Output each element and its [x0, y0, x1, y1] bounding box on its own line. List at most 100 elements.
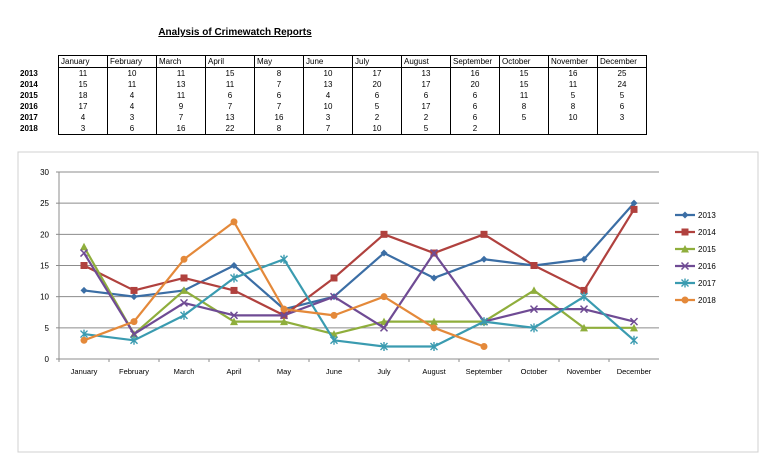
y-tick-label: 0 [45, 355, 50, 364]
data-point [329, 292, 339, 301]
data-point [80, 242, 88, 251]
data-point [429, 249, 439, 258]
data-point [681, 211, 689, 219]
data-point [230, 273, 238, 283]
data-point [380, 293, 388, 301]
data-point [480, 317, 488, 327]
data-point [580, 292, 588, 302]
data-point [681, 228, 689, 236]
legend-label: 2015 [698, 245, 716, 254]
data-point [130, 293, 138, 301]
table-cell: 5 [597, 90, 647, 101]
table-header-cell: April [205, 55, 255, 68]
table-header-cell: March [156, 55, 206, 68]
data-point [330, 274, 338, 282]
data-point [280, 305, 288, 313]
x-tick-label: February [119, 367, 149, 376]
data-point [681, 278, 689, 288]
series-line [83, 208, 635, 317]
data-point [430, 317, 438, 326]
y-tick-label: 25 [40, 199, 49, 208]
data-point [180, 286, 188, 294]
data-point [681, 245, 689, 253]
data-point [229, 311, 239, 320]
x-tick-label: January [71, 367, 98, 376]
data-point [130, 335, 138, 345]
data-point [430, 342, 438, 352]
data-point [180, 310, 188, 320]
y-tick-label: 30 [40, 168, 49, 177]
row-year-label: 2015 [20, 91, 38, 100]
y-tick-label: 5 [45, 324, 50, 333]
data-point [179, 298, 189, 307]
table-header-cell: December [597, 55, 647, 68]
table-row: 2017 4 3 7 13 16 3 2 2 6 5 10 3 [18, 112, 647, 123]
x-tick-label: September [466, 367, 503, 376]
legend-item: 2018 [675, 296, 716, 305]
data-point [230, 317, 238, 326]
data-point [280, 254, 288, 264]
data-point [630, 205, 638, 213]
data-point [230, 218, 238, 226]
data-point [129, 330, 139, 339]
x-tick-label: March [174, 367, 195, 376]
data-point [430, 274, 438, 282]
data-point [380, 230, 388, 238]
data-point [80, 336, 88, 344]
row-year-label: 2016 [20, 102, 38, 111]
table-row: 2013 11 10 11 15 8 10 17 13 16 15 16 25 [18, 67, 647, 79]
y-tick-label: 20 [40, 230, 49, 239]
data-point [580, 255, 588, 263]
series-2014 [80, 205, 638, 319]
data-point [529, 305, 539, 314]
data-point [279, 311, 289, 320]
legend-item: 2015 [675, 245, 716, 254]
data-point [280, 317, 288, 326]
data-point [130, 318, 138, 326]
table-cell: 25 [597, 67, 647, 79]
data-point [630, 335, 638, 345]
data-point [430, 324, 438, 332]
legend-label: 2018 [698, 296, 716, 305]
y-tick-label: 15 [40, 262, 49, 271]
data-point [330, 335, 338, 345]
table-header-row: January February March April May June Ju… [18, 55, 647, 68]
row-year-label: 2017 [20, 113, 38, 122]
series-line [83, 202, 635, 311]
data-point [629, 317, 639, 326]
data-point [580, 286, 588, 294]
table-cell: 24 [597, 79, 647, 90]
series-line [83, 251, 635, 336]
legend-item: 2014 [675, 228, 716, 237]
legend-item: 2016 [675, 261, 716, 271]
row-year-label: 2018 [20, 124, 38, 134]
legend-item: 2017 [675, 278, 716, 288]
row-year-label: 2014 [20, 80, 38, 89]
data-point [230, 286, 238, 294]
table-header-cell: May [254, 55, 304, 68]
series-2017 [80, 254, 638, 352]
table-header-cell: August [401, 55, 451, 68]
data-table: January February March April May June Ju… [18, 55, 647, 135]
data-point [530, 286, 538, 294]
data-point [680, 261, 690, 271]
table-row: 2014 15 11 13 11 7 13 20 17 20 15 11 24 [18, 79, 647, 90]
data-point [630, 199, 638, 207]
table-header-cell: July [352, 55, 402, 68]
chart-frame [17, 151, 759, 453]
table-cell: 6 [597, 101, 647, 112]
data-point [130, 286, 138, 294]
table-cell [597, 123, 647, 135]
legend-label: 2014 [698, 228, 716, 237]
data-point [530, 323, 538, 333]
data-point [380, 249, 388, 257]
series-2018 [80, 218, 488, 351]
data-point [480, 255, 488, 263]
x-tick-label: August [422, 367, 446, 376]
chart-title: Analysis of Crimewatch Reports [158, 27, 312, 38]
table-header-cell: November [548, 55, 598, 68]
y-tick-label: 10 [40, 293, 49, 302]
data-point [79, 249, 89, 258]
data-point [480, 230, 488, 238]
